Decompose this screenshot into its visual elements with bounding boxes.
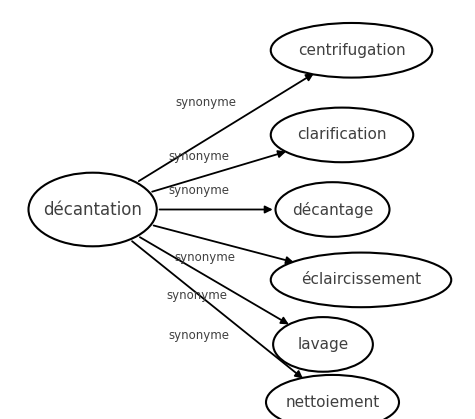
Text: synonyme: synonyme bbox=[169, 150, 229, 163]
Text: décantage: décantage bbox=[292, 202, 373, 217]
Text: synonyme: synonyme bbox=[169, 184, 229, 197]
Text: synonyme: synonyme bbox=[169, 328, 229, 341]
Text: synonyme: synonyme bbox=[176, 96, 237, 109]
Ellipse shape bbox=[276, 182, 390, 237]
Ellipse shape bbox=[271, 108, 413, 162]
Text: synonyme: synonyme bbox=[167, 290, 228, 303]
Ellipse shape bbox=[28, 173, 157, 246]
Text: centrifugation: centrifugation bbox=[298, 43, 405, 58]
Text: décantation: décantation bbox=[43, 201, 142, 218]
Text: éclaircissement: éclaircissement bbox=[301, 272, 421, 287]
Text: nettoiement: nettoiement bbox=[285, 395, 380, 410]
Ellipse shape bbox=[271, 23, 432, 78]
Ellipse shape bbox=[273, 317, 373, 372]
Ellipse shape bbox=[266, 375, 399, 419]
Text: lavage: lavage bbox=[297, 337, 349, 352]
Text: synonyme: synonyme bbox=[175, 251, 236, 264]
Text: clarification: clarification bbox=[297, 127, 387, 142]
Ellipse shape bbox=[271, 253, 451, 307]
